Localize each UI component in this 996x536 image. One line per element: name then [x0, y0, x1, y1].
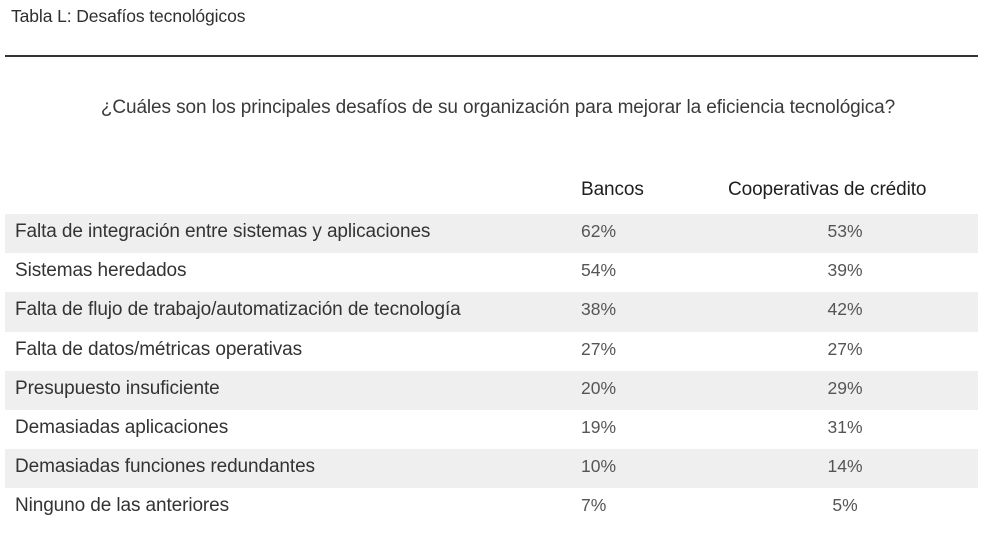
row-label: Presupuesto insuficiente: [15, 377, 220, 399]
cell-cooperativas: 5%: [832, 495, 858, 516]
table-row: Falta de flujo de trabajo/automatización…: [5, 292, 978, 332]
table-row: Demasiadas aplicaciones 19% 31%: [5, 410, 978, 449]
data-table: Bancos Cooperativas de crédito Falta de …: [5, 174, 978, 528]
cell-cooperativas: 14%: [827, 456, 863, 477]
table-row: Falta de datos/métricas operativas 27% 27%: [5, 332, 978, 371]
table-row: Sistemas heredados 54% 39%: [5, 253, 978, 292]
cell-cooperativas: 27%: [827, 338, 863, 359]
row-label: Falta de datos/métricas operativas: [15, 338, 303, 360]
cell-cooperativas: 42%: [827, 299, 863, 320]
row-label: Sistemas heredados: [15, 260, 187, 282]
cell-bancos: 38%: [581, 299, 617, 320]
row-label: Ninguno de las anteriores: [15, 495, 230, 517]
cell-cooperativas: 53%: [827, 221, 863, 241]
cell-bancos: 7%: [581, 495, 607, 516]
cell-bancos: 20%: [581, 377, 617, 398]
table-row: Ninguno de las anteriores 7% 5%: [5, 488, 978, 527]
table-title: Tabla L: Desafíos tecnológicos: [11, 6, 246, 26]
table-row: Falta de integración entre sistemas y ap…: [5, 214, 978, 254]
column-header-cooperativas: Cooperativas de crédito: [728, 179, 927, 200]
row-label: Falta de flujo de trabajo/automatización…: [15, 299, 461, 321]
cell-bancos: 62%: [581, 221, 617, 241]
row-label: Demasiadas aplicaciones: [15, 416, 229, 438]
table-header-row: Bancos Cooperativas de crédito: [5, 174, 978, 214]
survey-question: ¿Cuáles son los principales desafíos de …: [100, 97, 896, 118]
cell-bancos: 27%: [581, 338, 617, 359]
table-body: Falta de integración entre sistemas y ap…: [5, 214, 978, 528]
cell-cooperativas: 31%: [827, 416, 863, 437]
row-label: Falta de integración entre sistemas y ap…: [15, 221, 431, 242]
cell-cooperativas: 39%: [827, 260, 863, 281]
table-row: Presupuesto insuficiente 20% 29%: [5, 370, 978, 410]
cell-cooperativas: 29%: [827, 377, 863, 398]
column-header-bancos: Bancos: [581, 179, 644, 200]
row-label: Demasiadas funciones redundantes: [15, 456, 315, 478]
cell-bancos: 19%: [581, 416, 617, 437]
cell-bancos: 54%: [581, 260, 617, 281]
title-divider: [5, 55, 978, 57]
cell-bancos: 10%: [581, 456, 617, 477]
table-row: Demasiadas funciones redundantes 10% 14%: [5, 449, 978, 489]
